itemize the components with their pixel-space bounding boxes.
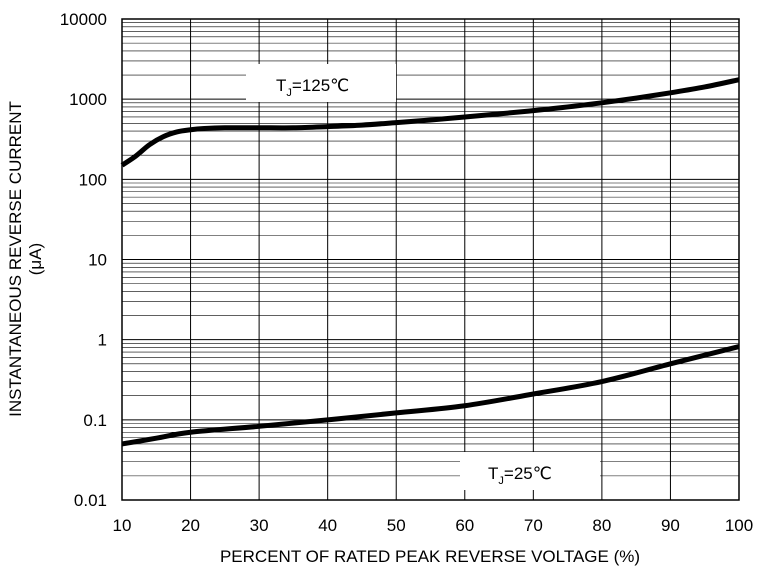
x-tick-label: 60 <box>455 516 474 535</box>
series-label-box-125 <box>246 64 396 102</box>
series-label-box-25 <box>460 452 600 490</box>
series-label-125: TJ=125℃ <box>276 76 349 99</box>
x-axis-title: PERCENT OF RATED PEAK REVERSE VOLTAGE (%… <box>220 547 640 566</box>
y-tick-label: 0.1 <box>83 411 107 430</box>
series-line-1 <box>121 344 740 447</box>
y-axis-title-line1: INSTANTANEOUS REVERSE CURRENT <box>6 101 25 417</box>
y-tick-label: 1 <box>98 331 107 350</box>
x-tick-labels: 10 20 30 40 50 60 70 80 90 100 <box>113 516 754 535</box>
x-tick-label: 10 <box>113 516 132 535</box>
x-tick-label: 80 <box>592 516 611 535</box>
y-axis-title-line2: (μA) <box>26 243 45 275</box>
x-tick-label: 50 <box>387 516 406 535</box>
y-tick-labels: 0.01 0.1 1 10 100 1000 10000 <box>60 10 107 510</box>
x-tick-label: 20 <box>181 516 200 535</box>
x-tick-label: 70 <box>524 516 543 535</box>
y-tick-label: 1000 <box>69 90 107 109</box>
x-tick-label: 100 <box>725 516 753 535</box>
series-line-0 <box>120 77 740 168</box>
x-tick-label: 90 <box>661 516 680 535</box>
y-tick-label: 100 <box>79 170 107 189</box>
y-tick-label: 10000 <box>60 10 107 29</box>
y-tick-label: 10 <box>88 251 107 270</box>
plot-frame <box>121 18 740 501</box>
x-tick-label: 30 <box>250 516 269 535</box>
x-tick-label: 40 <box>318 516 337 535</box>
series-layer <box>120 77 740 447</box>
series-label-25: TJ=25℃ <box>488 464 552 487</box>
y-tick-label: 0.01 <box>74 491 107 510</box>
